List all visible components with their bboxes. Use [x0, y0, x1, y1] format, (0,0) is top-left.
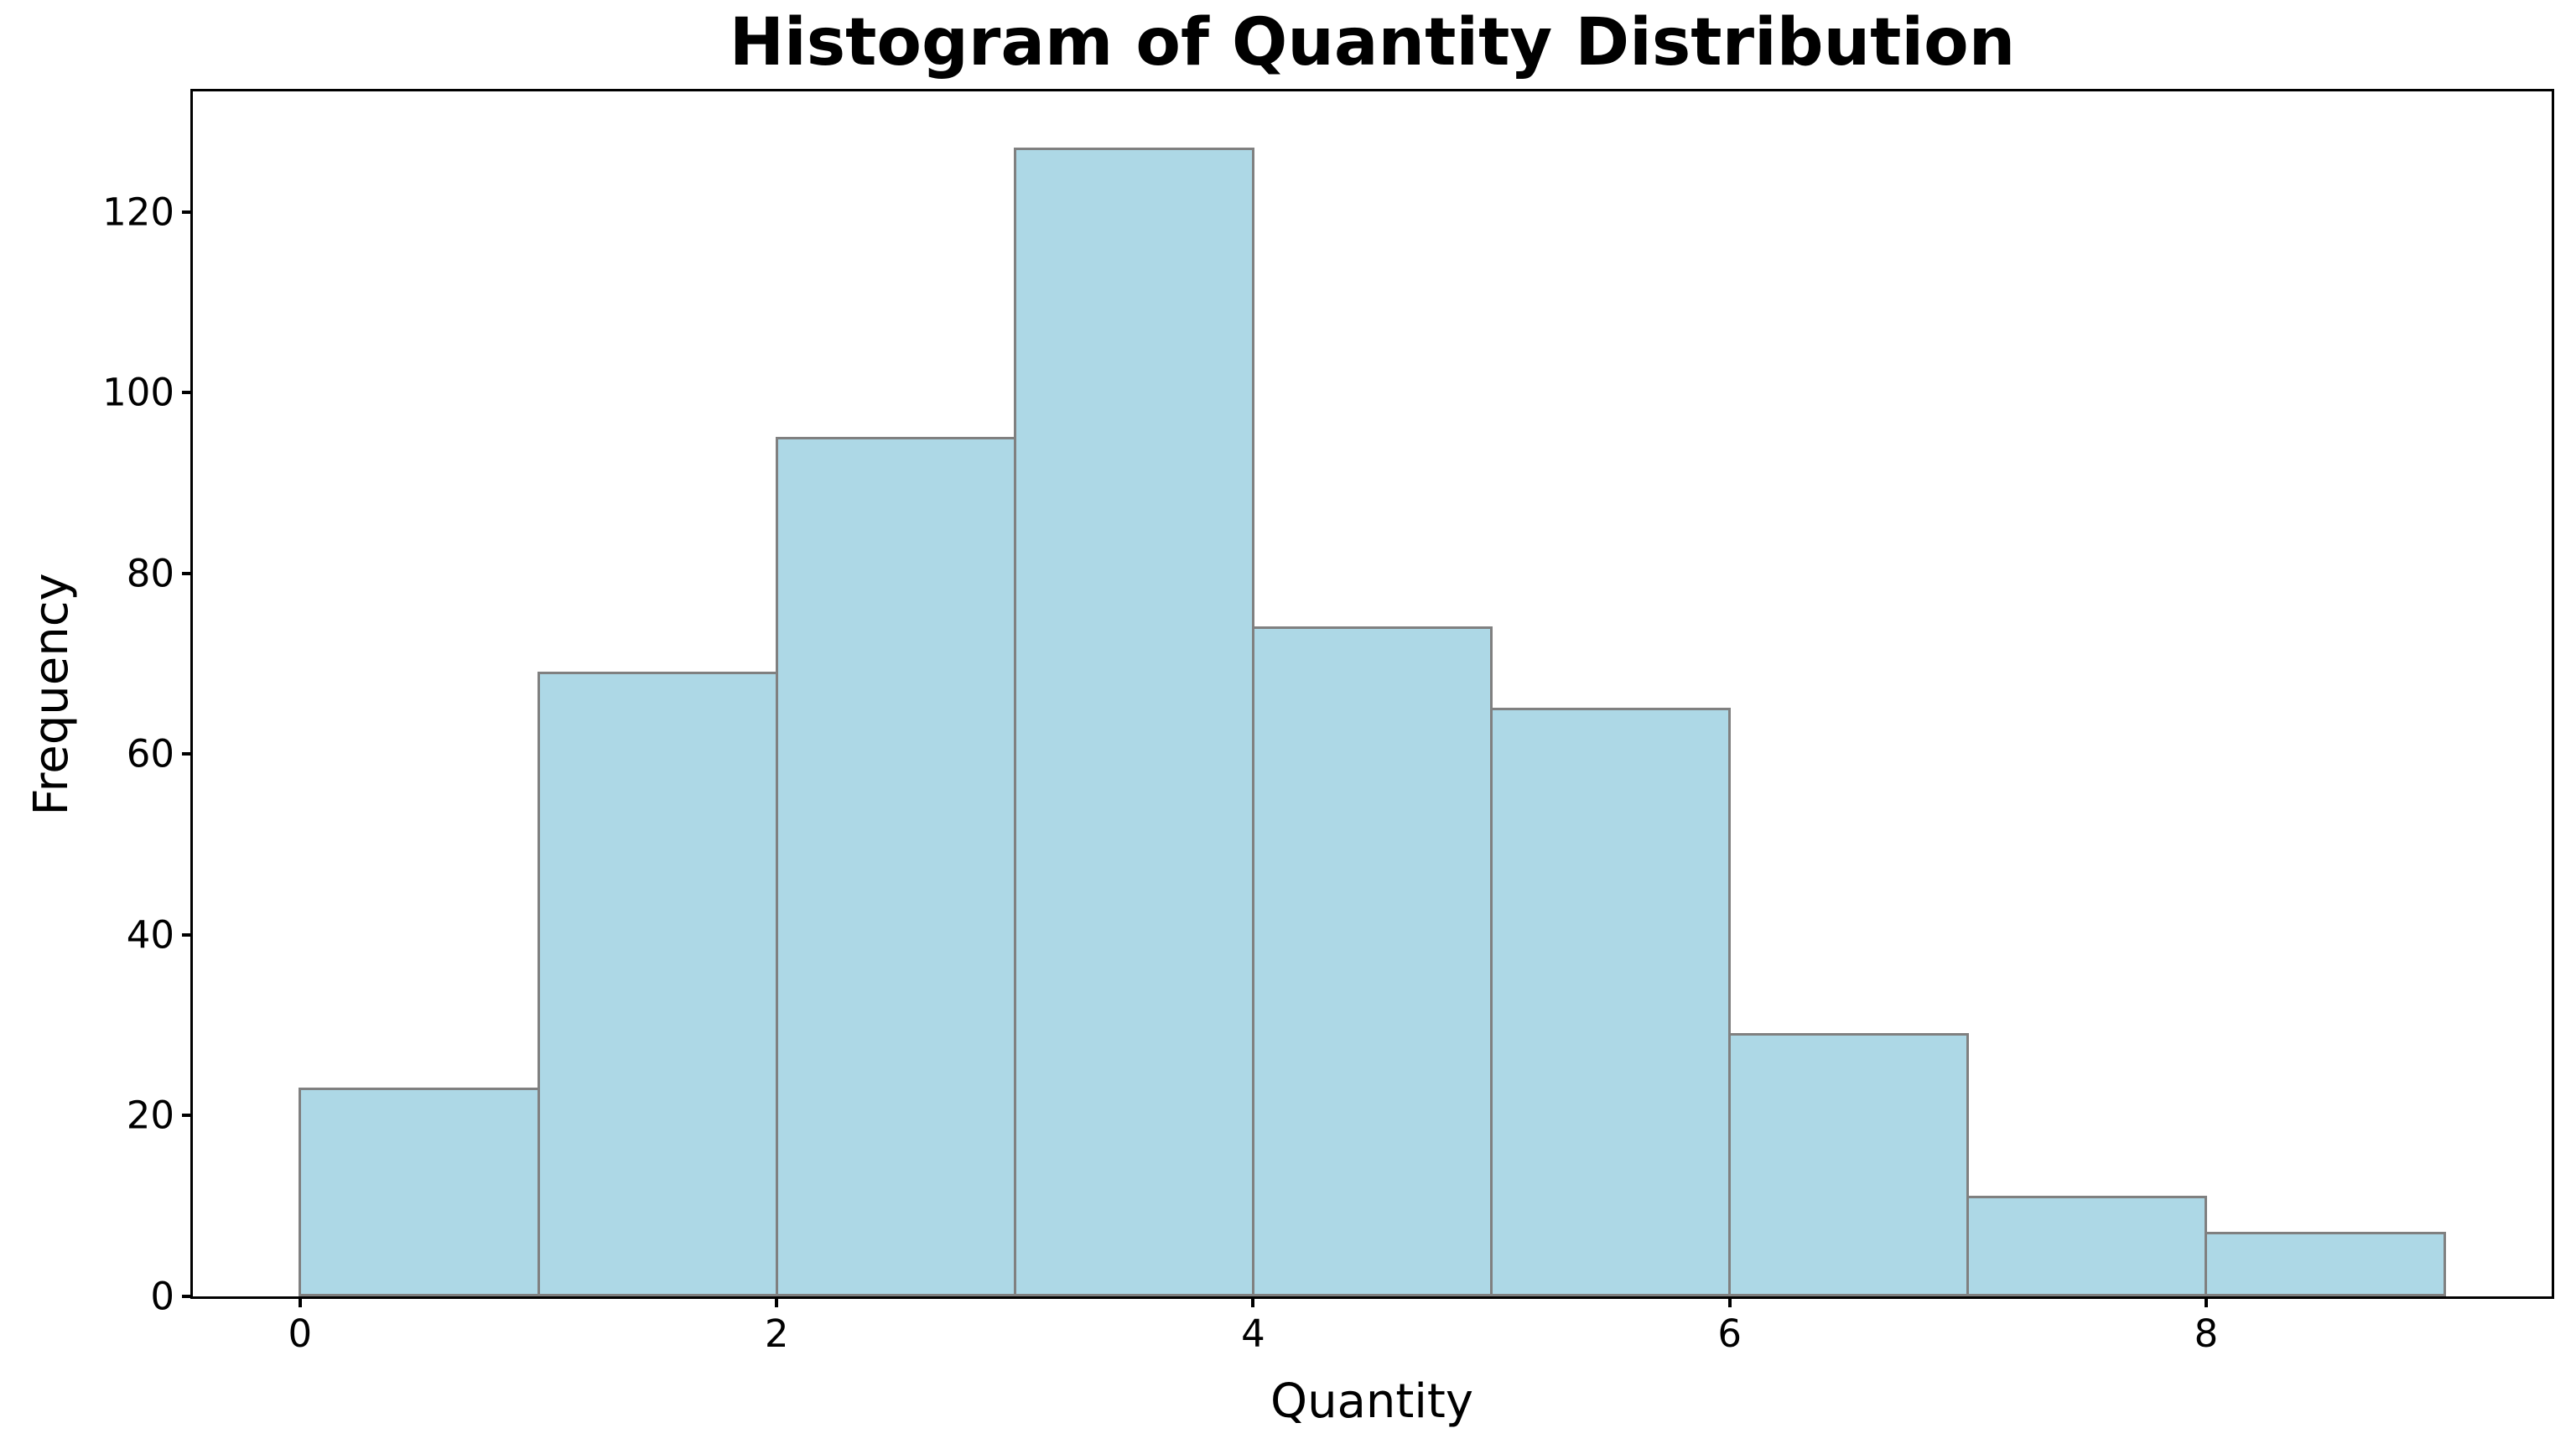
plot-area: 0 2 4 6 8 0 20 40 60 80 100 120 Frequency: [24, 89, 2554, 1353]
x-tick-label: 4: [1241, 1311, 1265, 1356]
x-tick-mark: [775, 1296, 779, 1307]
y-tick-label: 40: [126, 912, 174, 958]
x-tick-label: 6: [1717, 1311, 1742, 1356]
x-tick-mark: [2204, 1296, 2208, 1307]
y-tick-mark: [182, 752, 193, 756]
y-tick-label: 120: [102, 190, 174, 235]
x-tick-label: 8: [2194, 1311, 2219, 1356]
y-tick-mark: [182, 932, 193, 937]
y-tick-label: 80: [126, 551, 174, 596]
x-tick-label: 0: [288, 1311, 313, 1356]
histogram-bar: [537, 671, 778, 1296]
y-tick-mark: [182, 571, 193, 575]
y-tick-label: 20: [126, 1093, 174, 1138]
histogram-bar: [2205, 1232, 2446, 1296]
histogram-bar: [299, 1087, 540, 1296]
x-tick-label: 2: [764, 1311, 789, 1356]
histogram-bar: [1966, 1195, 2208, 1296]
histogram-bar: [1490, 708, 1732, 1296]
x-tick-mark: [1251, 1296, 1255, 1307]
y-tick-label: 100: [102, 370, 174, 415]
y-tick-mark: [182, 1295, 193, 1298]
y-tick-mark: [182, 1114, 193, 1118]
x-axis-label: Quantity: [1270, 1374, 1473, 1429]
x-tick-mark: [1727, 1296, 1732, 1307]
y-tick-mark: [182, 391, 193, 395]
y-tick-mark: [182, 210, 193, 214]
x-tick-mark: [298, 1296, 302, 1307]
histogram-bar: [1728, 1032, 1970, 1296]
y-tick-label: 0: [150, 1274, 174, 1319]
y-axis-label: Frequency: [24, 572, 79, 816]
histogram-bar: [775, 436, 1016, 1296]
histogram-bar: [1013, 147, 1254, 1296]
chart-title: Histogram of Quantity Distribution: [729, 5, 2016, 80]
histogram-bar: [1251, 626, 1493, 1296]
y-tick-label: 60: [126, 731, 174, 776]
